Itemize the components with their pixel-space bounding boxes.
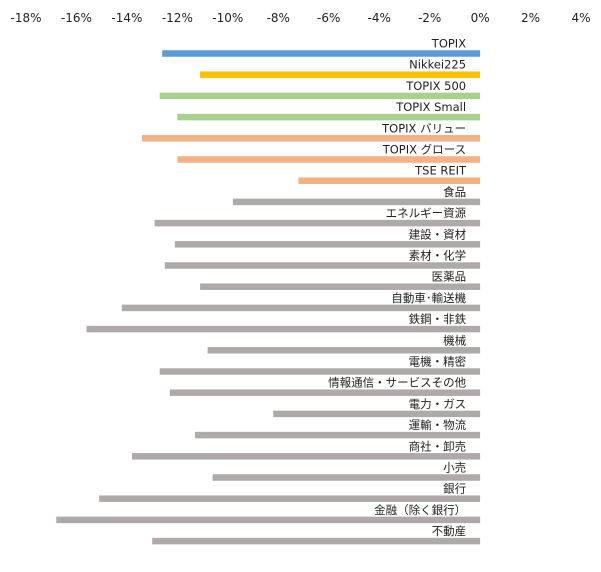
category-label: TOPIX グロース xyxy=(382,143,466,157)
x-tick-label: 4% xyxy=(571,11,590,25)
bar xyxy=(200,71,481,78)
category-label: 小売 xyxy=(443,461,466,475)
category-labels: TOPIX Nikkei225 TOPIX 500 TOPIX Small TOPIX … xyxy=(328,37,467,539)
category-label: 不動産 xyxy=(432,524,467,538)
category-label: 情報通信・サービスその他 xyxy=(328,376,466,390)
bar xyxy=(131,453,481,460)
x-axis-ticks: -18% -16% -14% -12% -10% -8% -6% -4% -2% 0% 2% 4% xyxy=(10,11,590,25)
bar xyxy=(152,537,481,545)
category-label: TOPIX 500 xyxy=(405,79,466,93)
bar xyxy=(56,516,481,524)
x-tick-label: -18% xyxy=(10,11,41,25)
category-label: 自動車･輸送機 xyxy=(391,291,466,305)
category-label: エネルギー資源 xyxy=(386,206,467,220)
bar xyxy=(159,368,481,375)
bars xyxy=(56,50,481,545)
category-label: 銀行 xyxy=(443,482,466,496)
category-label: 金融（除く銀行） xyxy=(374,503,466,517)
bar xyxy=(174,241,481,248)
x-tick-label: -8% xyxy=(267,11,290,25)
bar xyxy=(99,495,481,502)
bar xyxy=(298,177,481,184)
bar xyxy=(207,347,481,354)
x-tick-label: -14% xyxy=(111,11,142,25)
category-label: 素材・化学 xyxy=(409,249,467,263)
x-tick-label: 2% xyxy=(521,11,540,25)
bar xyxy=(177,156,481,163)
bar xyxy=(195,431,481,439)
bar xyxy=(273,410,481,418)
bar xyxy=(164,262,481,269)
category-label: 電機・精密 xyxy=(409,355,467,369)
bar xyxy=(212,474,481,481)
bar xyxy=(86,325,481,333)
category-label: 医薬品 xyxy=(432,270,467,284)
x-tick-label: -10% xyxy=(212,11,243,25)
bar xyxy=(177,113,481,121)
category-label: 食品 xyxy=(443,185,466,199)
bar xyxy=(200,283,481,290)
category-label: 建設・資材 xyxy=(409,227,467,241)
x-tick-label: -6% xyxy=(317,11,340,25)
category-label: 機械 xyxy=(443,333,466,347)
bar xyxy=(162,50,481,57)
bar xyxy=(232,198,481,206)
category-label: 運輸・物流 xyxy=(409,418,467,432)
bar xyxy=(154,219,481,227)
category-label: 商社・卸売 xyxy=(409,439,467,453)
category-label: TOPIX バリュー xyxy=(381,121,466,135)
x-tick-label: -2% xyxy=(418,11,441,25)
bar xyxy=(169,389,481,396)
bar xyxy=(159,92,481,100)
category-label: TSE REIT xyxy=(414,164,467,178)
category-label: TOPIX Small xyxy=(395,100,466,114)
x-tick-label: -16% xyxy=(61,11,92,25)
x-tick-label: 0% xyxy=(471,11,490,25)
bar xyxy=(142,135,481,142)
x-tick-label: -4% xyxy=(367,11,390,25)
bar xyxy=(121,304,481,312)
category-label: TOPIX xyxy=(431,37,466,51)
category-label: 鉄鋼・非鉄 xyxy=(409,312,467,326)
x-tick-label: -12% xyxy=(162,11,193,25)
category-label: Nikkei225 xyxy=(409,58,466,72)
category-label: 電力・ガス xyxy=(409,397,467,411)
